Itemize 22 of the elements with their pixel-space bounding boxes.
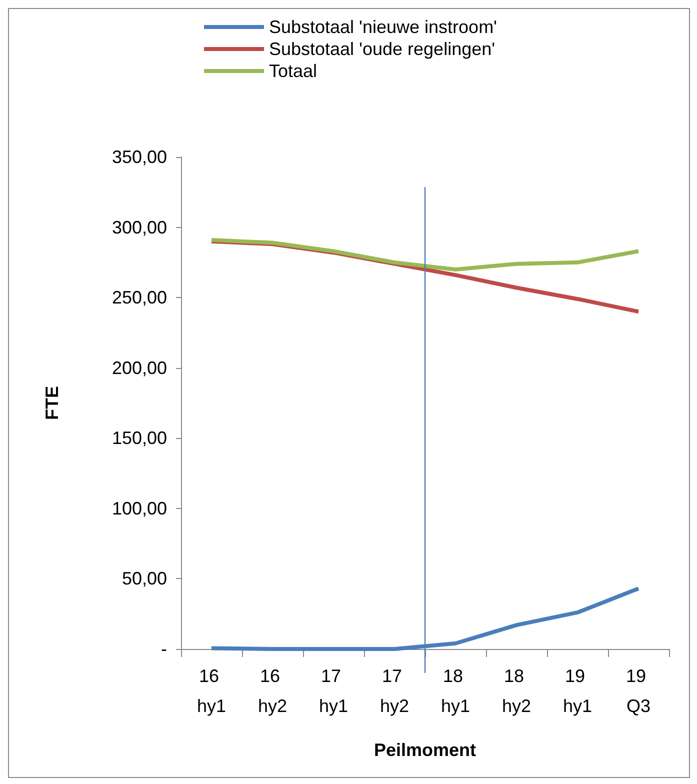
line-series <box>210 238 640 272</box>
x-axis-title: Peilmoment <box>374 740 476 760</box>
x-tick-label: 19 Q3 <box>626 666 652 716</box>
legend-label: Totaal <box>269 61 318 81</box>
y-tick-label: 150,00 <box>112 428 167 448</box>
y-tick-label: - <box>161 639 167 659</box>
x-tick-label: 19 hy1 <box>562 666 592 716</box>
y-tick-label: 100,00 <box>112 498 167 518</box>
x-tick-label: 18 hy1 <box>440 666 470 716</box>
x-tick-label: 17 hy2 <box>380 666 410 716</box>
y-tick-label: 250,00 <box>112 288 167 308</box>
x-tick-label: 18 hy2 <box>502 666 532 716</box>
y-tick-label: 50,00 <box>122 568 167 589</box>
y-tick-label: 300,00 <box>112 217 167 238</box>
x-tick-label: 16 hy1 <box>196 666 226 716</box>
y-tick-label: 200,00 <box>112 358 167 378</box>
y-axis-title: FTE <box>42 386 62 420</box>
legend-label: Substotaal 'oude regelingen' <box>269 39 496 59</box>
y-tick-label: 350,00 <box>112 147 167 167</box>
x-tick-label: 17 hy1 <box>318 666 348 716</box>
legend-label: Substotaal 'nieuwe instroom' <box>269 17 497 37</box>
x-tick-label: 16 hy2 <box>258 666 288 716</box>
